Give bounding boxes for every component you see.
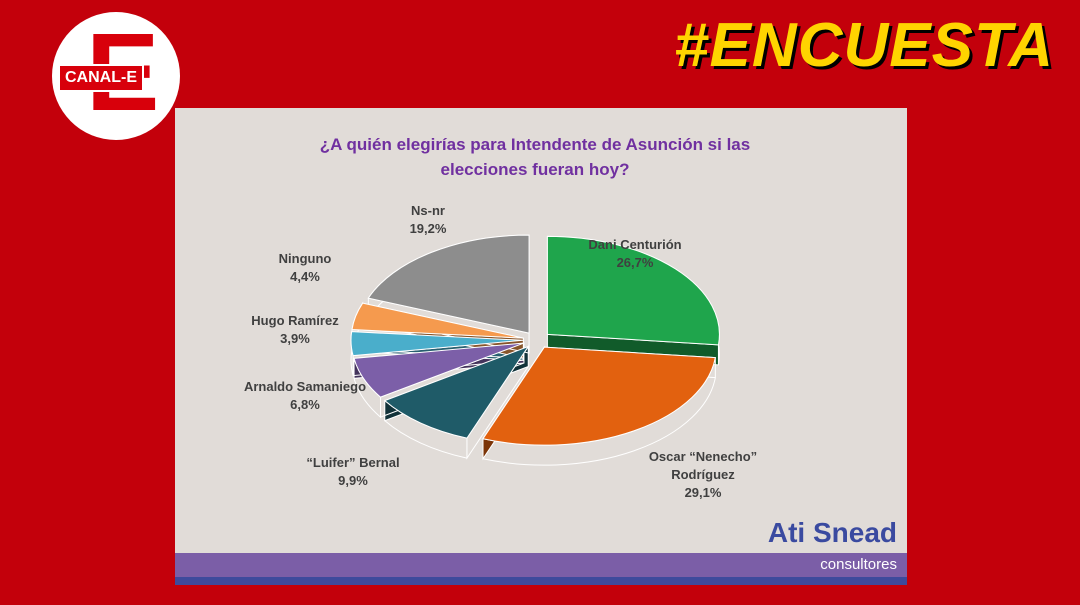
- slice: [351, 302, 524, 339]
- slice-value: 4,4%: [290, 269, 320, 284]
- slice-value: 6,8%: [290, 397, 320, 412]
- slice-name: Oscar “Nenecho” Rodríguez: [648, 449, 758, 482]
- slice: [350, 331, 524, 357]
- slice-name: Dani Centurión: [588, 237, 682, 252]
- logo-text: CANAL-E: [58, 64, 144, 92]
- slice-name: Ns-nr: [411, 203, 445, 218]
- hashtag: #ENCUESTA: [674, 11, 1054, 80]
- footer-line: [175, 577, 907, 585]
- slice-name: “Luifer” Bernal: [306, 455, 400, 470]
- chart-panel: ¿A quién elegirías para Intendente de As…: [175, 108, 907, 585]
- slice: [482, 346, 716, 446]
- brand: Ati Snead: [767, 517, 897, 548]
- slice-value: 29,1%: [684, 485, 722, 500]
- slice: [367, 234, 530, 334]
- logo: ECANAL-E: [52, 12, 180, 140]
- slice-value: 9,9%: [338, 473, 368, 488]
- footer-strip: [175, 553, 907, 577]
- slice-value: 3,9%: [280, 331, 310, 346]
- slice-value: 19,2%: [409, 221, 447, 236]
- chart-title: ¿A quién elegirías para Intendente de As…: [319, 135, 751, 179]
- slice-name: Hugo Ramírez: [251, 313, 339, 328]
- slice: [383, 345, 530, 439]
- slice: [353, 342, 525, 398]
- brand-sub: consultores: [820, 556, 897, 573]
- pie-chart: [350, 234, 720, 466]
- slice-name: Ninguno: [278, 251, 332, 266]
- slice: [546, 235, 720, 346]
- slice-tops: [350, 234, 720, 446]
- slice-value: 26,7%: [616, 255, 654, 270]
- slice-name: Arnaldo Samaniego: [243, 379, 367, 394]
